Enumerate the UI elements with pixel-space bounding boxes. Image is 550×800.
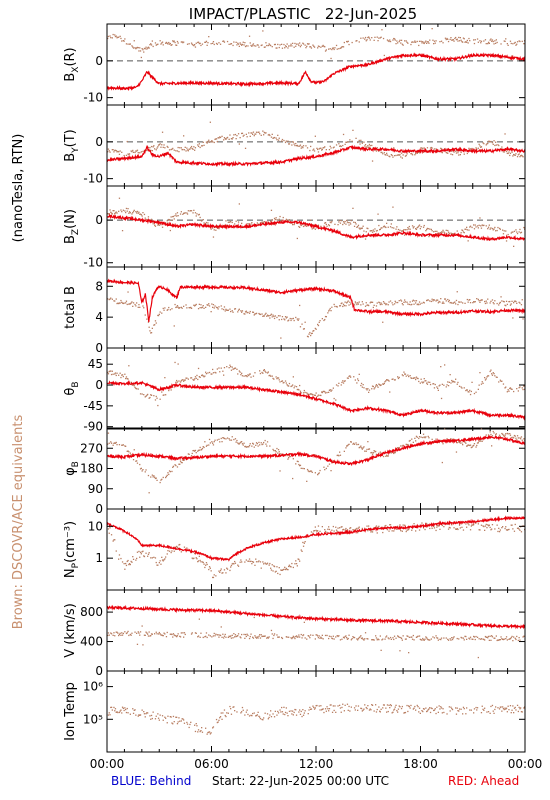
panel-np: 1 10 NP(cm⁻³) <box>63 508 526 591</box>
y-tick-label: 0 <box>95 664 103 678</box>
left-units-label: (nanoTesla, RTN) <box>11 134 26 243</box>
ahead-series-by <box>107 144 525 168</box>
x-tick-label: 00:00 <box>508 757 543 771</box>
y-tick-label: 10 <box>88 519 103 533</box>
y-tick-label: 800 <box>80 605 103 619</box>
ace-series-v <box>107 616 525 659</box>
y-tick-label: 10⁵ <box>83 712 103 726</box>
legend-behind: BLUE: Behind <box>111 774 191 788</box>
y-tick-label: 10⁶ <box>83 680 103 694</box>
y-axis-label: BZ(N) <box>63 209 81 244</box>
panel-frame <box>106 670 526 753</box>
panel-phi: 0 90 180 270 φB <box>63 427 526 516</box>
y-axis-label: BY(T) <box>63 129 81 162</box>
ace-series-btot <box>107 291 525 339</box>
y-axis-label: total B <box>63 286 78 329</box>
panel-frame <box>106 104 526 187</box>
y-tick-label: -90 <box>83 420 103 434</box>
ahead-series-np <box>107 515 525 562</box>
x-tick-label: 06:00 <box>194 757 229 771</box>
ace-series-bx <box>107 28 525 60</box>
ace-series-by <box>107 121 524 162</box>
ahead-series-btot <box>107 278 525 323</box>
panel-btot: 0 4 8 total B <box>63 266 526 355</box>
y-tick-label: -10 <box>83 172 103 186</box>
ace-series-temp <box>107 703 525 735</box>
y-tick-label: 8 <box>95 279 103 293</box>
y-tick-label: -45 <box>83 399 103 413</box>
panel-frame <box>106 266 526 349</box>
y-tick-label: 0 <box>95 502 103 516</box>
x-tick-label: 18:00 <box>403 757 438 771</box>
ahead-series-bz <box>107 213 525 242</box>
panel-theta: 45 0 -45 -90 θB <box>63 347 526 434</box>
y-tick-label: 1 <box>95 551 103 565</box>
y-tick-label: 270 <box>80 441 103 455</box>
y-axis-label: Ion Temp <box>63 682 78 741</box>
chart-title: IMPACT/PLASTIC 22-Jun-2025 <box>189 5 417 23</box>
y-tick-label: -10 <box>83 91 103 105</box>
legend-ahead: RED: Ahead <box>448 774 519 788</box>
x-tick-label: 00:00 <box>90 757 125 771</box>
y-axis-label: NP(cm⁻³) <box>63 521 81 578</box>
y-tick-label: 0 <box>95 135 103 149</box>
x-tick-label: 12:00 <box>299 757 334 771</box>
panel-temp: 10⁵ 10⁶ Ion Temp <box>63 670 526 753</box>
ahead-series-phi <box>107 435 525 467</box>
ahead-series-theta <box>107 379 525 421</box>
y-tick-label: 0 <box>95 341 103 355</box>
y-tick-label: 0 <box>95 54 103 68</box>
y-axis-label: φB <box>63 461 81 476</box>
y-tick-label: 45 <box>88 357 103 371</box>
ace-series-np <box>107 521 525 579</box>
y-axis-label: θB <box>63 381 81 395</box>
ahead-series-v <box>107 604 525 630</box>
y-axis-label: V (km/s) <box>63 603 78 658</box>
ace-series-theta <box>107 361 525 407</box>
y-tick-label: 4 <box>95 310 103 324</box>
panel-frame <box>106 23 526 106</box>
ace-series-phi <box>107 428 525 494</box>
y-tick-label: 90 <box>88 482 103 496</box>
panel-frame <box>106 589 526 672</box>
y-tick-label: 180 <box>80 462 103 476</box>
y-tick-label: 0 <box>95 378 103 392</box>
ahead-series-bx <box>107 52 525 92</box>
y-tick-label: -10 <box>83 256 103 270</box>
left-source-label: Brown: DSCOVR/ACE equivalents <box>11 415 26 630</box>
y-tick-label: 400 <box>80 635 103 649</box>
start-time: Start: 22-Jun-2025 00:00 UTC <box>212 774 389 788</box>
y-axis-label: BX(R) <box>63 47 81 81</box>
y-tick-label: 0 <box>95 213 103 227</box>
